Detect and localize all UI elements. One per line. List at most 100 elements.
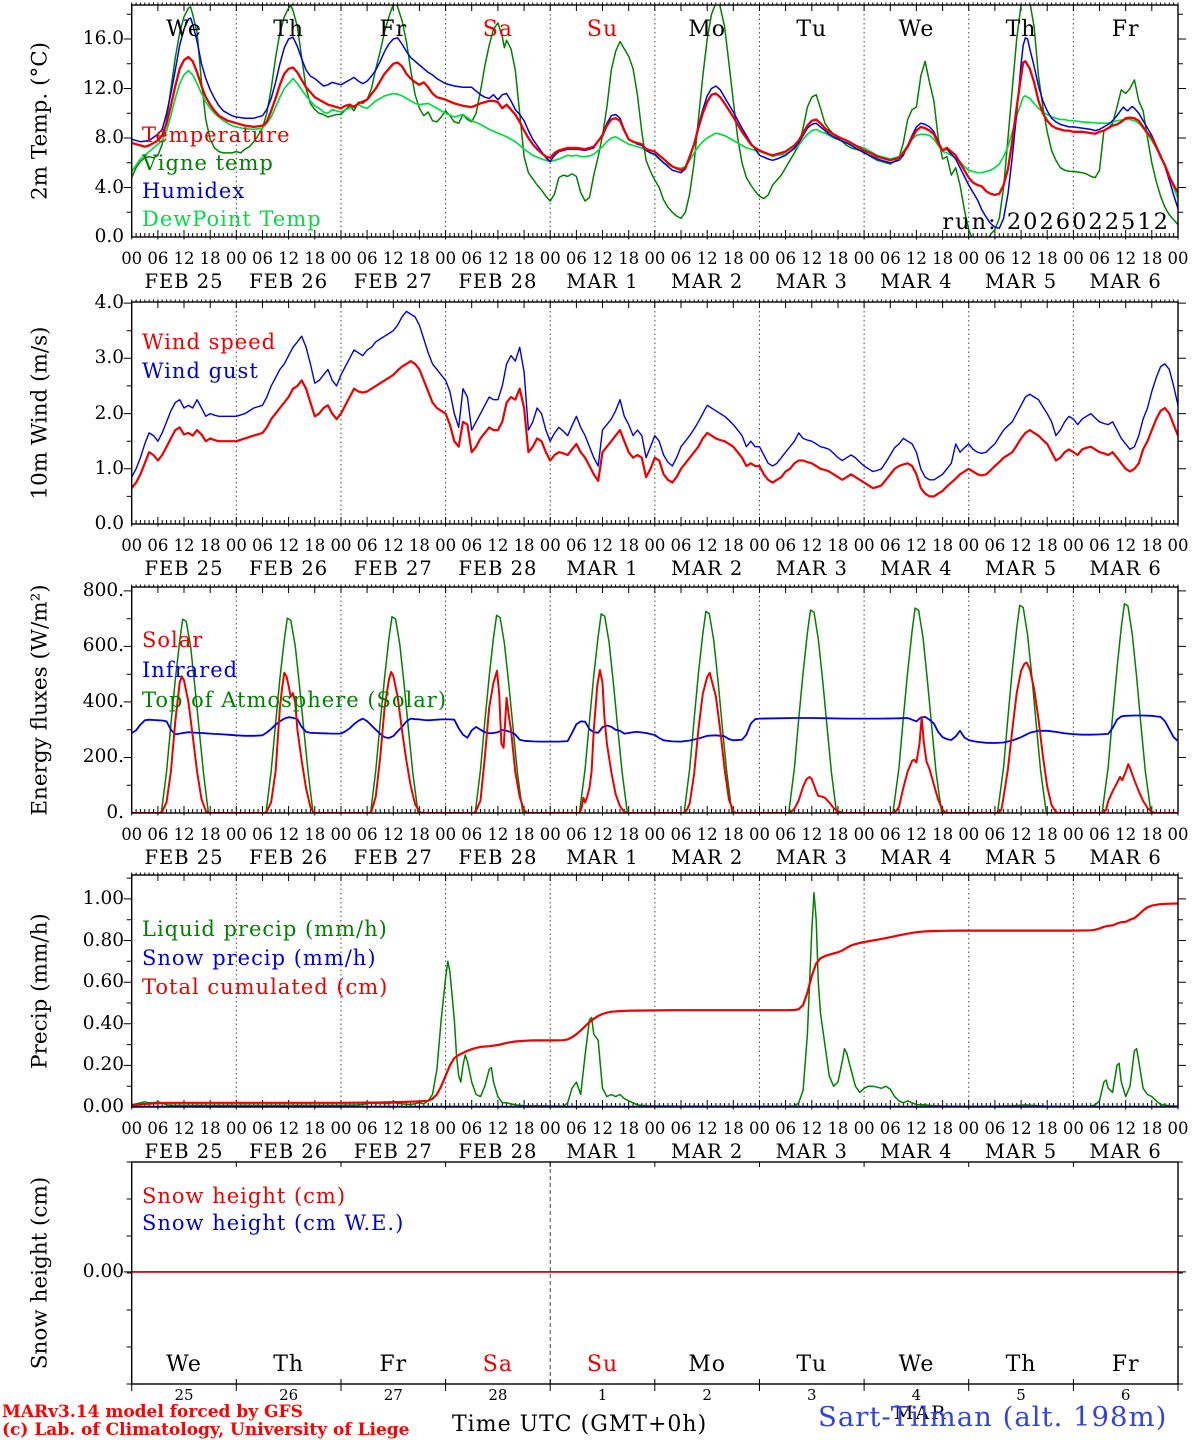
day-name-label: We xyxy=(166,1352,202,1377)
hour-tick-label: 12 xyxy=(1115,825,1137,844)
axis-ticks xyxy=(123,584,1186,816)
day-number-label: 28 xyxy=(488,1386,508,1404)
date-label: FEB 28 xyxy=(458,557,538,580)
hour-tick-label: 00 xyxy=(225,825,247,844)
hour-tick-label: 12 xyxy=(592,1119,614,1138)
hour-tick-label: 18 xyxy=(1036,249,1058,268)
hour-tick-label: 00 xyxy=(330,536,352,555)
humidex-line xyxy=(131,17,1179,230)
date-label: FEB 28 xyxy=(458,1140,538,1163)
hour-tick-label: 06 xyxy=(670,1119,692,1138)
day-name-label: We xyxy=(166,17,202,42)
legend-wind-speed: Wind speed xyxy=(142,330,277,354)
lab-credit: (c) Lab. of Climatology, University of L… xyxy=(2,1420,410,1440)
hour-tick-label: 00 xyxy=(644,536,666,555)
date-label: FEB 27 xyxy=(353,1140,433,1163)
hour-tick-label: 12 xyxy=(1010,536,1032,555)
hour-tick-label: 06 xyxy=(879,536,901,555)
day-name-label: Th xyxy=(273,17,305,42)
hour-tick-label: 00 xyxy=(330,249,352,268)
precip-ytick-label: 0.20 xyxy=(82,1054,124,1076)
hour-tick-label: 00 xyxy=(1062,249,1084,268)
legend-infrared: Infrared xyxy=(142,658,239,682)
hour-tick-label: 00 xyxy=(853,825,875,844)
hour-tick-label: 06 xyxy=(775,249,797,268)
hour-tick-label: 18 xyxy=(932,536,954,555)
hour-tick-label: 12 xyxy=(278,1119,300,1138)
temperature-axis-title: 2m Temp. (°C) xyxy=(27,41,53,201)
wind-panel xyxy=(123,299,1186,527)
snow-frame xyxy=(130,1161,1179,1385)
hour-tick-label: 18 xyxy=(408,536,430,555)
hour-tick-label: 06 xyxy=(1089,825,1111,844)
hour-tick-label: 12 xyxy=(905,1119,927,1138)
day-number-label: 1 xyxy=(597,1386,608,1404)
hour-tick-label: 18 xyxy=(618,1119,640,1138)
day-name-label: We xyxy=(898,17,935,42)
temperature-ytick-label: 12.0 xyxy=(82,77,124,99)
day-name-label: Sa xyxy=(482,1352,513,1377)
day-name-label: Th xyxy=(1005,1352,1037,1377)
wind-gust-line xyxy=(131,310,1179,481)
day-name-label: Su xyxy=(586,17,619,42)
energy-axis-title: Energy fluxes (W/m²) xyxy=(27,584,53,816)
hour-tick-label: 18 xyxy=(199,1119,221,1138)
hour-tick-label: 06 xyxy=(984,825,1006,844)
temperature-frame xyxy=(130,4,1179,238)
hour-tick-label: 18 xyxy=(513,536,535,555)
hour-tick-label: 00 xyxy=(748,536,770,555)
hour-tick-label: 00 xyxy=(121,825,143,844)
hour-tick-label: 00 xyxy=(958,825,980,844)
date-label: MAR 4 xyxy=(880,1140,953,1163)
precip-ytick-label: 0.00 xyxy=(82,1096,124,1117)
day-name-label: Fr xyxy=(1111,1352,1140,1377)
wind-frame xyxy=(130,301,1179,525)
hour-tick-label: 06 xyxy=(879,1119,901,1138)
hour-tick-label: 12 xyxy=(801,249,823,268)
hour-tick-label: 12 xyxy=(278,825,300,844)
hour-tick-label: 06 xyxy=(984,536,1006,555)
legend-total-cumulated-cm: Total cumulated (cm) xyxy=(142,975,389,999)
legend-vigne-temp: Vigne temp xyxy=(142,151,274,175)
temperature-ytick-label: 0.0 xyxy=(94,226,124,247)
hour-tick-label: 06 xyxy=(984,1119,1006,1138)
snow-axis-title: Snow height (cm) xyxy=(27,1176,53,1370)
hour-tick-label: 00 xyxy=(748,1119,770,1138)
hour-tick-label: 18 xyxy=(722,825,744,844)
hour-tick-label: 00 xyxy=(1062,1119,1084,1138)
day-number-label: 5 xyxy=(1016,1386,1026,1404)
hour-tick-label: 12 xyxy=(1010,825,1032,844)
hour-tick-label: 00 xyxy=(435,825,457,844)
hour-tick-label: 18 xyxy=(304,1119,326,1138)
hour-tick-label: 00 xyxy=(853,536,875,555)
hour-tick-label: 18 xyxy=(408,1119,430,1138)
hour-tick-label: 12 xyxy=(592,825,614,844)
energy-ytick-label: 0. xyxy=(106,802,124,823)
hour-tick-label: 12 xyxy=(696,536,718,555)
hour-tick-label: 12 xyxy=(801,536,823,555)
date-label: FEB 26 xyxy=(249,270,329,293)
hour-tick-label: 18 xyxy=(408,249,430,268)
energy-panel xyxy=(123,584,1186,816)
day-name-label: Fr xyxy=(379,17,408,42)
day-name-label: Su xyxy=(586,1352,619,1377)
hour-tick-label: 12 xyxy=(696,1119,718,1138)
hour-tick-label: 12 xyxy=(382,1119,404,1138)
hour-tick-label: 06 xyxy=(461,825,483,844)
hour-tick-label: 12 xyxy=(905,825,927,844)
hour-tick-label: 12 xyxy=(1115,536,1137,555)
hour-tick-label: 18 xyxy=(304,249,326,268)
date-label: FEB 27 xyxy=(353,270,433,293)
date-label: MAR 3 xyxy=(775,846,848,869)
wind-axis-title: 10m Wind (m/s) xyxy=(27,326,53,500)
hour-tick-label: 00 xyxy=(330,825,352,844)
hour-tick-label: 12 xyxy=(592,536,614,555)
legend-snow-precip-mm-h: Snow precip (mm/h) xyxy=(142,946,377,970)
legend-solar: Solar xyxy=(142,628,204,652)
hour-tick-label: 12 xyxy=(1010,249,1032,268)
day-number-label: 25 xyxy=(174,1386,194,1404)
hour-tick-label: 06 xyxy=(147,249,169,268)
day-name-label: Fr xyxy=(1111,17,1140,42)
hour-tick-label: 00 xyxy=(853,249,875,268)
